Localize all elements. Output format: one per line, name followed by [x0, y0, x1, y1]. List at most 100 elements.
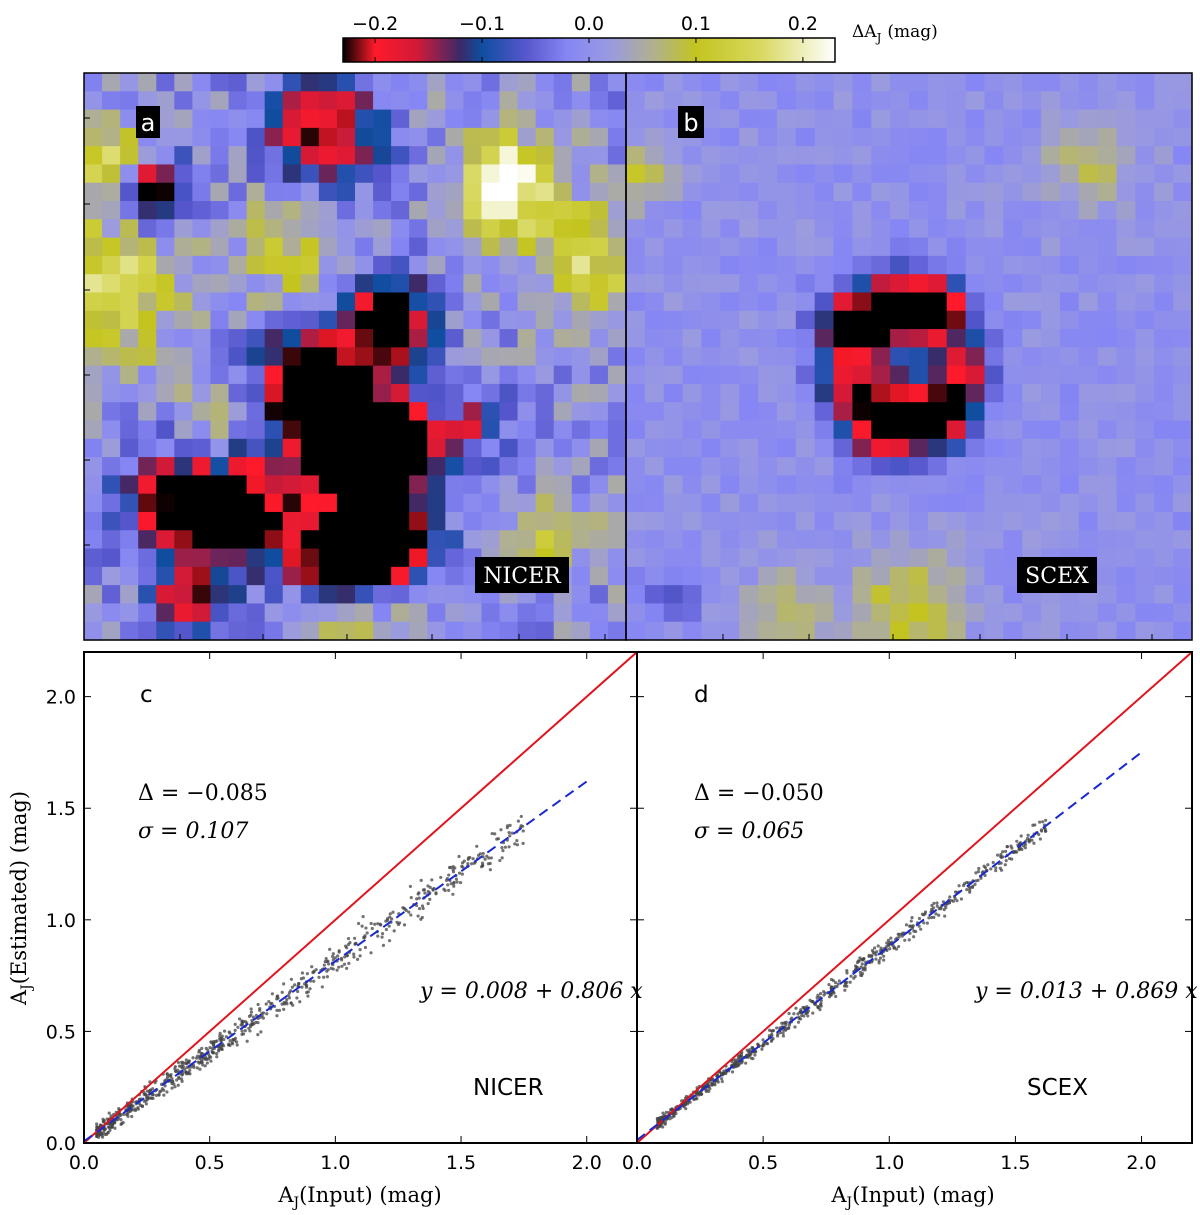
heatmap-cell: [909, 511, 929, 531]
heatmap-cell: [1173, 475, 1193, 495]
heatmap-cell: [776, 475, 797, 495]
heatmap-cell: [833, 493, 853, 513]
panel-d-letter: d: [694, 682, 709, 708]
heatmap-cell: [1173, 493, 1193, 513]
heatmap-cell: [965, 438, 986, 458]
scatter-point: [808, 998, 812, 1002]
scatter-point: [365, 931, 369, 935]
scatter-point: [479, 865, 484, 869]
heatmap-cell: [720, 164, 740, 184]
heatmap-cell: [102, 457, 121, 476]
heatmap-cell: [355, 566, 374, 586]
heatmap-cell: [776, 329, 797, 348]
scatter-point: [345, 946, 349, 950]
scatter-point: [163, 1078, 167, 1083]
heatmap-cell: [210, 585, 230, 605]
heatmap-cell: [776, 219, 797, 239]
heatmap-cell: [701, 493, 721, 513]
heatmap-cell: [871, 621, 891, 641]
scatter-point: [804, 1011, 808, 1015]
heatmap-cell: [156, 530, 175, 550]
heatmap-cell: [409, 511, 428, 531]
heatmap-cell: [927, 603, 948, 623]
heatmap-cell: [909, 146, 929, 166]
heatmap-cell: [589, 603, 609, 623]
heatmap-cell: [795, 237, 816, 257]
scatter-panel-c: 0.0 0.5 1.0 1.5 2.00.00.51.01.52.0: [46, 651, 638, 1174]
heatmap-cell: [1116, 73, 1136, 92]
scatter-point: [376, 934, 380, 938]
heatmap-cell: [391, 548, 410, 568]
heatmap-cell: [1078, 201, 1099, 220]
heatmap-cell: [535, 164, 555, 184]
heatmap-cell: [336, 457, 356, 476]
heatmap-cell: [264, 383, 284, 403]
heatmap-cell: [120, 585, 139, 605]
heatmap-cell: [1022, 292, 1042, 312]
heatmap-cell: [571, 457, 591, 476]
scatter-point: [128, 1103, 133, 1107]
heatmap-cell: [1135, 146, 1155, 166]
heatmap-cell: [427, 402, 446, 422]
scatter-point: [173, 1069, 178, 1073]
scatter-point: [1014, 849, 1018, 854]
heatmap-cell: [814, 292, 835, 312]
heatmap-cell: [138, 566, 157, 586]
scatter-point: [831, 990, 836, 994]
heatmap-cell: [84, 219, 103, 239]
heatmap-cell: [373, 493, 392, 513]
scatter-point: [897, 935, 901, 939]
heatmap-cell: [300, 347, 320, 367]
heatmap-cell: [102, 511, 121, 531]
heatmap-cell: [1135, 566, 1155, 586]
scatter-point: [1041, 820, 1045, 824]
heatmap-cell: [1173, 255, 1193, 275]
heatmap-cell: [120, 127, 139, 147]
heatmap-cell: [814, 420, 835, 440]
heatmap-cell: [701, 274, 721, 294]
scatter-point: [977, 866, 981, 871]
heatmap-cell: [833, 329, 853, 348]
heatmap-cell: [517, 219, 537, 239]
heatmap-cell: [1135, 237, 1155, 257]
heatmap-cell: [156, 274, 175, 294]
heatmap-cell: [739, 255, 759, 275]
heatmap-cell: [589, 621, 609, 641]
heatmap-cell: [192, 91, 212, 111]
heatmap-cell: [795, 493, 816, 513]
heatmap-cell: [553, 255, 573, 275]
heatmap-cell: [102, 548, 121, 568]
heatmap-cell: [336, 255, 356, 275]
heatmap-cell: [318, 603, 338, 623]
heatmap-cell: [795, 219, 816, 239]
heatmap-cell: [1135, 621, 1155, 641]
scatter-point: [822, 993, 826, 997]
scatter-point: [113, 1126, 117, 1130]
heatmap-cell: [946, 164, 967, 184]
scatter-point: [508, 834, 512, 838]
heatmap-cell: [174, 91, 193, 111]
heatmap-cell: [517, 91, 537, 111]
heatmap-cell: [282, 402, 302, 422]
heatmap-cell: [1135, 109, 1155, 129]
heatmap-cell: [1003, 310, 1023, 330]
heatmap-cell: [1154, 438, 1174, 458]
scatter-point: [844, 980, 848, 985]
heatmap-cell: [644, 383, 665, 403]
heatmap-cell: [318, 475, 338, 495]
heatmap-cell: [264, 475, 284, 495]
heatmap-cell: [84, 475, 103, 495]
heatmap-cell: [427, 329, 446, 348]
heatmap-cell: [663, 201, 684, 220]
heatmap-cell: [427, 73, 446, 92]
heatmap-cell: [758, 530, 778, 550]
heatmap-cell: [1097, 274, 1118, 294]
heatmap-cell: [246, 621, 266, 641]
heatmap-cell: [1097, 127, 1118, 147]
heatmap-cell: [102, 91, 121, 111]
scatter-point: [275, 995, 279, 999]
scatter-point: [1026, 833, 1030, 837]
heatmap-cell: [517, 201, 537, 220]
heatmap-cell: [409, 585, 428, 605]
scatter-point: [894, 947, 899, 951]
